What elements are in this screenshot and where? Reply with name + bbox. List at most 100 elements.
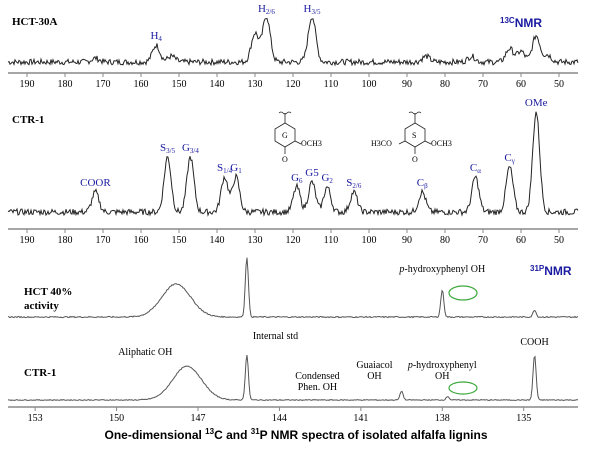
x-tick-label: 110 [324,235,339,246]
peak-annotation: COOH [520,337,548,348]
peak-label-sub: 3/5 [312,8,321,16]
x-tick-label: 120 [286,79,301,90]
x-tick-label: 135 [516,413,531,424]
peak-label: Cβ [417,177,428,190]
x-tick-label: 138 [435,413,450,424]
caption-mid1: C and [214,428,251,442]
x-tick-label: 70 [478,235,488,246]
x-tick-label: 50 [554,235,564,246]
peak-label-sub: 1 [238,167,242,175]
x-tick-label: 80 [440,235,450,246]
spectrum-line-hct30a [7,17,579,67]
x-tick-label: 140 [210,79,225,90]
sample-label-ctr1-31p: CTR-1 [24,367,56,379]
sample-label-hct40-line1: HCT 40% [24,286,72,298]
peak-label-main: S [160,142,166,154]
x-tick-label: 150 [109,413,124,424]
x-tick-label: 150 [172,79,187,90]
peak-label-main: C [470,162,477,174]
x-tick-label: 70 [478,79,488,90]
caption-prefix: One-dimensional [104,428,206,442]
och3-s: OCH3 [431,139,452,148]
annotations-hct40-31p: p-hydroxyphenyl OH [398,264,485,275]
bond [424,140,432,145]
peak-label: OMe [525,97,548,109]
peak-label-main: C [504,152,511,164]
peak-annotation: p-hydroxyphenyl OH [398,264,485,275]
x-ticks-middle: 190 180 170 160 150 140 130 120 110 100 90 80 70 60 50 [20,229,564,246]
x-tick-label: 100 [362,235,377,246]
peak-label-main: H [304,3,312,15]
peak-label-main: OMe [525,97,548,109]
peak-label: G1 [230,162,242,175]
peak-label: Cα [470,162,481,175]
x-tick-label: 153 [28,413,43,424]
x-tick-label: 190 [20,235,35,246]
oxygen-g: O [282,155,288,164]
nmr-label-31p: 31PNMR [530,264,572,278]
peak-label: H3/5 [304,3,321,16]
highlight-circle-hct40 [448,285,478,301]
x-tick-label: 144 [272,413,287,424]
peak-label-main: S [346,177,352,189]
oxygen-s: O [412,155,418,164]
sample-label-hct40-line2: activity [24,300,59,312]
peak-label: COOR [80,177,111,189]
panel-ctr1-31p: CTR-1 Aliphatic OH Internal std CondensedP… [7,331,579,424]
peak-label-main: COOR [80,177,111,189]
ring-label-g: G [282,131,288,140]
x-tick-label: 180 [58,79,73,90]
x-tick-label: 90 [402,79,412,90]
x-tick-label: 170 [96,79,111,90]
x-tick-label: 120 [286,235,301,246]
x-ticks-bottom: 153 150 147 144 141 138 135 [28,407,531,424]
peak-label-main: G [321,172,329,184]
peak-annotation: OH [367,371,381,382]
nmr-label-13c-text: NMR [515,16,543,30]
peak-label: H4 [150,30,162,43]
x-tick-label: 141 [353,413,368,424]
spectrum-line-ctr1-13c [7,111,579,217]
peak-annotation: Guaiacol [356,360,392,371]
x-tick-label: 140 [210,235,225,246]
structure-syringyl: S O H3CO OCH3 [371,111,452,164]
peak-label-sub: β [424,182,428,190]
peak-label-sub: 2/6 [352,182,361,190]
peak-label-sub: 4 [158,35,162,43]
peak-label: S1/4 [217,162,233,175]
spectrum-line-hct40-31p [7,257,579,319]
wavy-bond [278,111,292,115]
sample-label-hct30a: HCT-30A [12,16,57,28]
bond [398,140,406,145]
highlight-circle-ctr1 [448,381,478,395]
x-tick-label: 160 [134,235,149,246]
peak-label-main: G5 [305,167,319,179]
peak-annotation: Aliphatic OH [118,347,172,358]
sample-label-ctr1-13c: CTR-1 [12,114,44,126]
ochr-g: OCH3 [301,139,322,148]
peak-label-sub: 3/5 [166,147,175,155]
peak-label: S2/6 [346,177,362,190]
caption-iso-13: 13 [205,427,215,436]
peak-label-sub: α [477,167,481,175]
peak-label-sub: 6 [299,177,303,185]
peak-label: G3/4 [182,142,199,155]
spectrum-line-ctr1-31p [7,355,579,402]
peak-label: G6 [291,172,303,185]
peak-label-main: G [230,162,238,174]
peak-label-main: H [258,3,266,15]
peak-annotation: Internal std [253,331,298,342]
peak-label-sub: γ [511,157,515,165]
nmr-label-31p-text: NMR [544,264,572,278]
peak-label: H2/6 [258,3,275,16]
x-tick-label: 100 [362,79,377,90]
nmr-label-13c: 13CNMR [500,16,542,30]
x-tick-label: 60 [516,235,526,246]
x-tick-label: 170 [96,235,111,246]
x-tick-label: 130 [248,235,263,246]
